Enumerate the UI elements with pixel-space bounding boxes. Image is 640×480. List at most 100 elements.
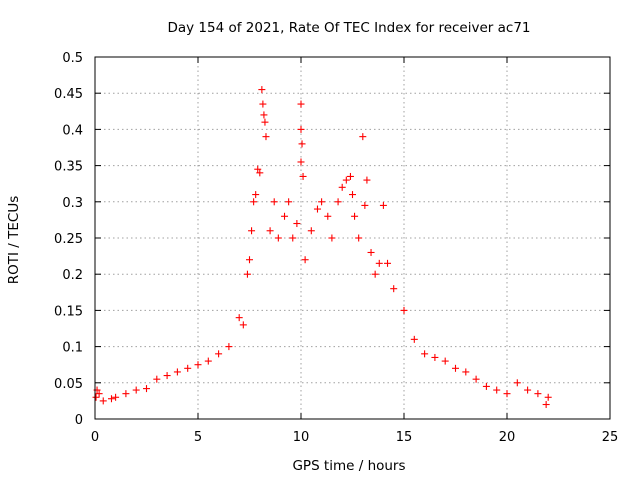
data-point [349, 191, 356, 199]
axis-ticks: 0 5 10 15 20 25 0 0.05 0.1 0.15 0.2 0.25 0.3 0.35 0.4 0… [54, 51, 618, 445]
data-point [297, 100, 305, 108]
data-point [431, 353, 439, 361]
data-point [215, 350, 223, 358]
grid [95, 57, 610, 419]
y-tick-label: 0.45 [54, 87, 83, 102]
y-tick-label: 0 [75, 413, 83, 428]
data-point [143, 385, 150, 393]
data-point [258, 86, 266, 94]
data-point [371, 270, 379, 278]
data-point [252, 191, 260, 199]
data-point [297, 125, 305, 133]
data-point [107, 395, 115, 403]
y-axis-title: ROTI / TECUs [6, 196, 22, 284]
x-tick-label: 25 [602, 430, 619, 445]
data-point [194, 361, 202, 369]
data-point [298, 140, 306, 148]
y-tick-label: 0.35 [54, 160, 83, 175]
y-tick-label: 0.05 [54, 377, 83, 392]
data-point [410, 335, 418, 343]
data-point [400, 306, 408, 314]
data-point [132, 386, 140, 394]
data-point [313, 205, 321, 213]
data-point [542, 401, 550, 409]
data-point [482, 382, 490, 390]
y-tick-label: 0.25 [54, 232, 83, 247]
data-point [248, 227, 256, 235]
data-point [441, 357, 449, 365]
data-point [259, 100, 267, 108]
data-point [285, 198, 293, 206]
data-point [99, 397, 107, 405]
x-tick-label: 15 [396, 430, 413, 445]
data-point [342, 176, 350, 184]
y-tick-label: 0.4 [62, 123, 83, 138]
data-point [534, 390, 542, 398]
data-point [367, 248, 375, 256]
chart-title: Day 154 of 2021, Rate Of TEC Index for r… [167, 20, 530, 36]
y-tick-label: 0.2 [62, 268, 83, 283]
data-point [92, 393, 100, 401]
data-point [260, 111, 268, 119]
data-point [338, 183, 346, 191]
data-point [361, 201, 369, 209]
data-point [324, 212, 332, 220]
data-point [307, 227, 315, 235]
x-tick-label: 10 [293, 430, 310, 445]
x-axis-title: GPS time / hours [292, 458, 405, 474]
data-point [153, 375, 161, 383]
data-point [274, 234, 282, 242]
data-point [122, 390, 130, 398]
data-point [243, 270, 251, 278]
data-point [204, 357, 212, 365]
data-point [351, 212, 359, 220]
x-tick-label: 0 [91, 430, 99, 445]
data-point [328, 234, 336, 242]
data-point [379, 201, 387, 209]
data-point [375, 259, 383, 267]
data-point [289, 234, 297, 242]
data-point [270, 198, 278, 206]
data-points [92, 86, 552, 409]
data-point [390, 285, 398, 293]
x-tick-label: 20 [499, 430, 516, 445]
y-tick-label: 0.1 [62, 341, 83, 356]
data-point [281, 212, 289, 220]
data-point [261, 118, 269, 126]
y-tick-label: 0.15 [54, 304, 83, 319]
data-point [384, 259, 392, 267]
data-point [184, 364, 192, 372]
data-point [95, 390, 103, 398]
data-point [262, 133, 270, 141]
data-point [112, 393, 120, 401]
data-point [503, 390, 511, 398]
data-point [524, 386, 532, 394]
data-point [452, 364, 459, 372]
data-point [346, 172, 354, 180]
data-point [266, 227, 274, 235]
data-point [235, 314, 243, 322]
data-point [359, 133, 367, 141]
data-point [472, 375, 480, 383]
data-point [163, 372, 171, 380]
data-point [355, 234, 363, 242]
x-tick-label: 5 [194, 430, 202, 445]
data-point [493, 386, 501, 394]
data-point [462, 368, 470, 376]
data-point [225, 343, 233, 351]
data-point [246, 256, 253, 264]
data-point [297, 158, 305, 166]
data-point [254, 165, 262, 173]
data-point [421, 350, 429, 358]
data-point [513, 379, 521, 387]
y-tick-label: 0.5 [62, 51, 83, 66]
data-point [239, 321, 247, 329]
data-point [544, 393, 552, 401]
y-tick-label: 0.3 [62, 196, 83, 211]
data-point [334, 198, 342, 206]
data-point [173, 368, 181, 376]
data-point [363, 176, 371, 184]
data-point [318, 198, 326, 206]
